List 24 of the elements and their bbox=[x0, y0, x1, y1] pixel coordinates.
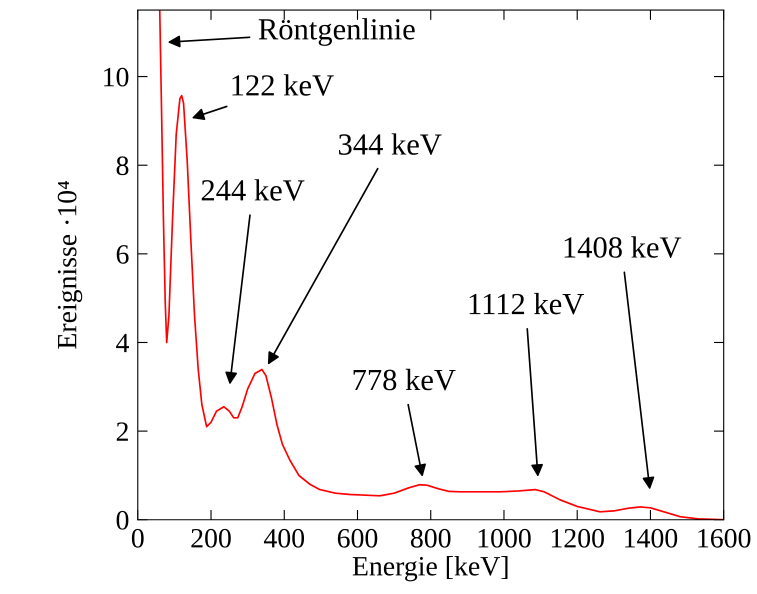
annotation: 1112 keV bbox=[470, 292, 584, 315]
annotation: 122 keV bbox=[232, 74, 334, 96]
x-tick-label: 400 bbox=[264, 528, 304, 548]
annotation: 1408 keV bbox=[564, 236, 682, 258]
x-tick-label: 1600 bbox=[698, 528, 750, 548]
annotation: 778 keV bbox=[354, 368, 456, 390]
x-tick-label: 1000 bbox=[478, 528, 531, 548]
annotation: 244 keV bbox=[202, 179, 304, 201]
y-tick-label: 6 bbox=[116, 245, 129, 264]
y-axis-title: Ereignisse ·10⁴ bbox=[58, 181, 82, 349]
y-tick-label: 0 bbox=[116, 510, 128, 530]
x-tick-label: 800 bbox=[410, 528, 451, 548]
annotation: 344 keV bbox=[338, 133, 442, 156]
y-tick-label: 8 bbox=[116, 156, 128, 176]
x-tick-label: 1400 bbox=[625, 528, 678, 548]
y-tick-label: 2 bbox=[116, 422, 128, 441]
y-tick-label: 4 bbox=[116, 334, 130, 352]
x-axis-title: Energie [keV] bbox=[352, 556, 508, 582]
x-tick-label: 600 bbox=[338, 528, 378, 548]
y-tick-label: 10 bbox=[104, 68, 128, 86]
x-tick-label: 200 bbox=[191, 528, 231, 548]
x-tick-label: 0 bbox=[132, 528, 144, 548]
x-tick-label: 1200 bbox=[552, 528, 604, 548]
annotation: Röntgenlinie bbox=[258, 18, 415, 46]
